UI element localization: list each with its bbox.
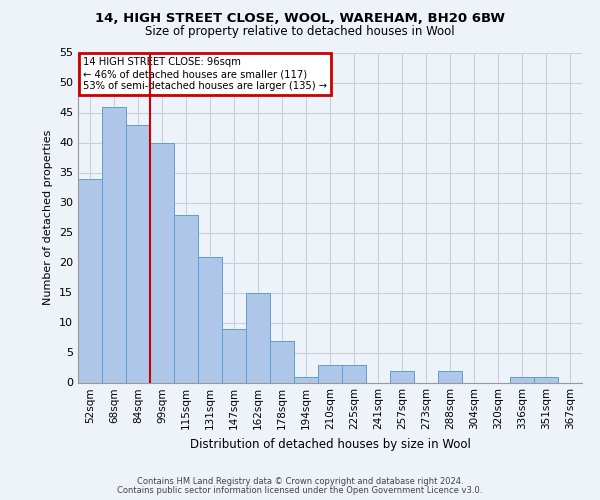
Bar bbox=[174, 214, 198, 382]
X-axis label: Distribution of detached houses by size in Wool: Distribution of detached houses by size … bbox=[190, 438, 470, 451]
Bar bbox=[294, 376, 318, 382]
Text: 14, HIGH STREET CLOSE, WOOL, WAREHAM, BH20 6BW: 14, HIGH STREET CLOSE, WOOL, WAREHAM, BH… bbox=[95, 12, 505, 26]
Bar bbox=[438, 370, 462, 382]
Bar bbox=[198, 256, 222, 382]
Text: 14 HIGH STREET CLOSE: 96sqm
← 46% of detached houses are smaller (117)
53% of se: 14 HIGH STREET CLOSE: 96sqm ← 46% of det… bbox=[83, 58, 327, 90]
Bar bbox=[222, 328, 246, 382]
Text: Contains public sector information licensed under the Open Government Licence v3: Contains public sector information licen… bbox=[118, 486, 482, 495]
Bar bbox=[342, 364, 366, 382]
Bar bbox=[390, 370, 414, 382]
Bar bbox=[246, 292, 270, 382]
Bar bbox=[318, 364, 342, 382]
Bar bbox=[534, 376, 558, 382]
Text: Contains HM Land Registry data © Crown copyright and database right 2024.: Contains HM Land Registry data © Crown c… bbox=[137, 477, 463, 486]
Bar bbox=[126, 124, 150, 382]
Y-axis label: Number of detached properties: Number of detached properties bbox=[43, 130, 53, 305]
Bar bbox=[510, 376, 534, 382]
Bar bbox=[270, 340, 294, 382]
Bar bbox=[78, 178, 102, 382]
Text: Size of property relative to detached houses in Wool: Size of property relative to detached ho… bbox=[145, 25, 455, 38]
Bar bbox=[150, 142, 174, 382]
Bar bbox=[102, 106, 126, 382]
